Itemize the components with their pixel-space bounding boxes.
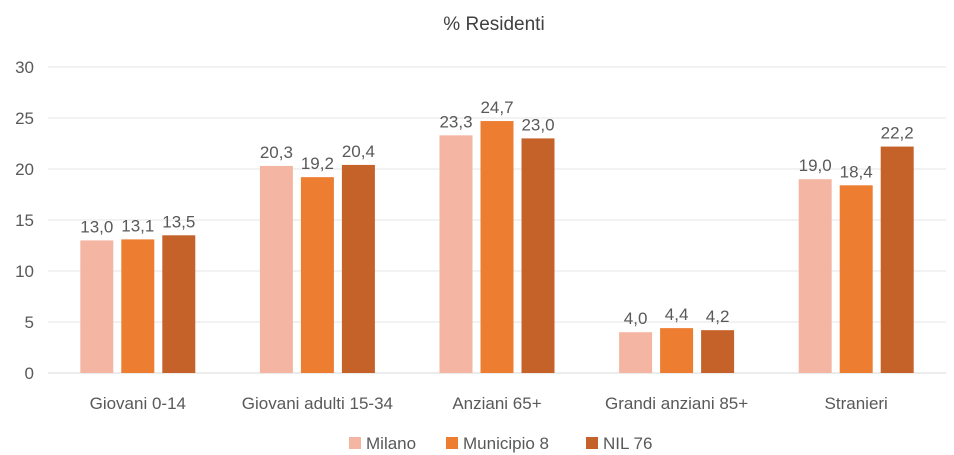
data-label: 4,4 [665,305,689,324]
data-label: 23,3 [439,112,472,131]
y-tick-label: 10 [15,262,34,281]
bar [839,185,873,373]
data-label: 19,2 [301,154,334,173]
bar [80,240,114,373]
bar [521,138,555,373]
data-label: 19,0 [799,156,832,175]
bar [701,330,735,373]
y-tick-label: 25 [15,109,34,128]
bar [660,328,694,373]
legend-label: NIL 76 [603,434,652,453]
x-tick-label: Giovani adulti 15-34 [242,394,393,413]
y-tick-label: 5 [25,313,34,332]
y-axis: 0 5 10 15 20 25 30 [15,58,34,383]
data-label: 20,3 [260,143,293,162]
legend-label: Municipio 8 [463,434,549,453]
data-label: 20,4 [342,142,375,161]
x-axis: Giovani 0-14 Giovani adulti 15-34 Anziani … [90,394,888,413]
legend-label: Milano [366,434,416,453]
x-tick-label: Anziani 65+ [452,394,541,413]
bar [162,235,196,373]
chart-title: % Residenti [443,14,544,35]
bar [341,164,375,373]
data-label: 22,2 [881,124,914,143]
data-label: 13,0 [80,217,113,236]
y-tick-label: 0 [25,364,34,383]
x-tick-label: Stranieri [825,394,888,413]
legend-swatch [446,437,458,449]
y-tick-label: 15 [15,211,34,230]
data-label: 13,5 [162,212,195,231]
data-label: 23,0 [521,115,554,134]
y-tick-label: 30 [15,58,34,77]
bar [480,121,514,373]
legend: Milano Municipio 8 NIL 76 [349,434,652,453]
bar [259,165,293,373]
bar [300,177,334,373]
legend-swatch [586,437,598,449]
y-tick-label: 20 [15,160,34,179]
legend-swatch [349,437,361,449]
x-tick-label: Grandi anziani 85+ [605,394,748,413]
data-label: 18,4 [840,162,873,181]
bar [798,179,832,373]
data-label: 13,1 [121,216,154,235]
bar [121,239,155,373]
x-tick-label: Giovani 0-14 [90,394,186,413]
data-label: 4,0 [624,309,648,328]
data-label: 4,2 [706,307,730,326]
data-label: 24,7 [480,98,513,117]
bar [439,135,473,373]
bars: 13,0 13,1 13,5 20,3 19,2 20,4 23,3 24,7 23,0 4,0 4… [80,98,914,373]
bar [880,146,914,373]
bar [619,332,653,373]
